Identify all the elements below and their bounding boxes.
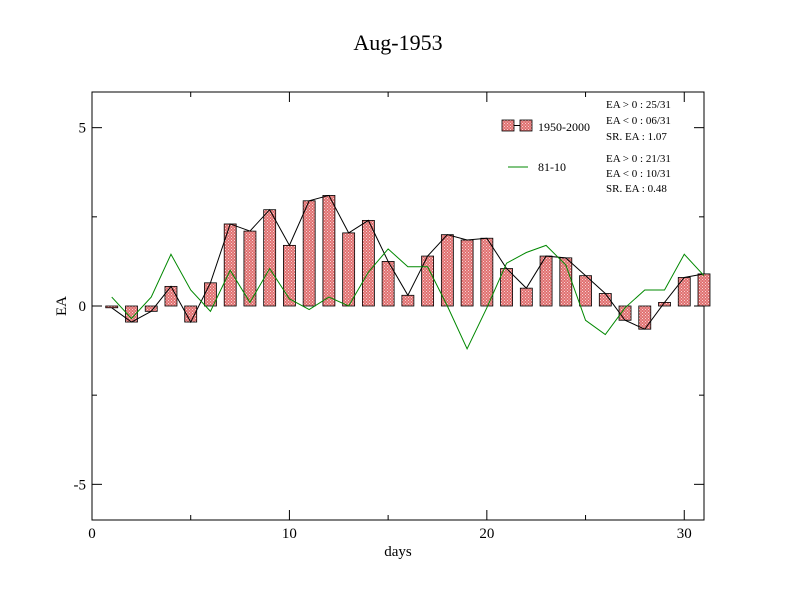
legend-swatch-bar-right [519, 119, 533, 132]
stats-1950-2000-line-3: SR. EA : 1.07 [606, 131, 667, 143]
stats-81-10-line-2: EA < 0 : 10/31 [606, 168, 671, 180]
bars-1950-2000 [105, 195, 711, 330]
bar-day-4 [164, 285, 178, 307]
y-tick-label-5: 5 [79, 121, 87, 137]
bar-day-10 [283, 244, 296, 307]
x-tick-label-20: 20 [479, 526, 494, 542]
legend-label-1950-2000: 1950-2000 [538, 120, 590, 134]
bar-day-18 [440, 234, 454, 307]
y-tick-label-0: 0 [79, 299, 87, 315]
chart-title: Aug-1953 [353, 30, 442, 55]
bar-day-22 [519, 287, 533, 307]
axis-ticks [91, 92, 704, 520]
legend: 1950-2000 EA > 0 : 25/31 EA < 0 : 06/31 … [501, 99, 671, 195]
bar-day-12 [322, 195, 336, 307]
bar-day-16 [401, 294, 415, 307]
bar-day-1 [105, 305, 119, 309]
line-1950-2000 [111, 194, 705, 330]
x-tick-label-10: 10 [282, 526, 297, 542]
series-lines [111, 194, 705, 350]
bar-day-28 [638, 305, 652, 330]
stats-81-10-line-3: SR. EA : 0.48 [606, 183, 667, 195]
bar-day-31 [697, 273, 711, 307]
stats-1950-2000-line-2: EA < 0 : 06/31 [606, 115, 671, 127]
bar-day-21 [500, 268, 513, 307]
x-axis-label: days [384, 544, 412, 560]
line-81-10 [111, 244, 705, 350]
stats-1950-2000-line-1: EA > 0 : 25/31 [606, 99, 671, 111]
x-tick-label-30: 30 [677, 526, 692, 542]
bar-day-20 [480, 237, 494, 307]
legend-swatch-bar-left [501, 119, 515, 132]
stats-81-10-line-1: EA > 0 : 21/31 [606, 153, 671, 165]
y-tick-label--5: -5 [74, 477, 87, 493]
y-axis-label: EA [54, 296, 70, 316]
bar-day-19 [460, 239, 474, 307]
bar-day-25 [579, 275, 592, 307]
tick-labels: 0 10 20 30 -5 0 5 [74, 121, 692, 542]
x-tick-label-0: 0 [88, 526, 96, 542]
bar-day-9 [263, 209, 277, 307]
bar-day-14 [361, 219, 375, 307]
bar-day-30 [677, 277, 691, 307]
legend-label-81-10: 81-10 [538, 160, 566, 174]
bar-day-11 [302, 200, 316, 307]
bar-day-13 [342, 232, 356, 307]
